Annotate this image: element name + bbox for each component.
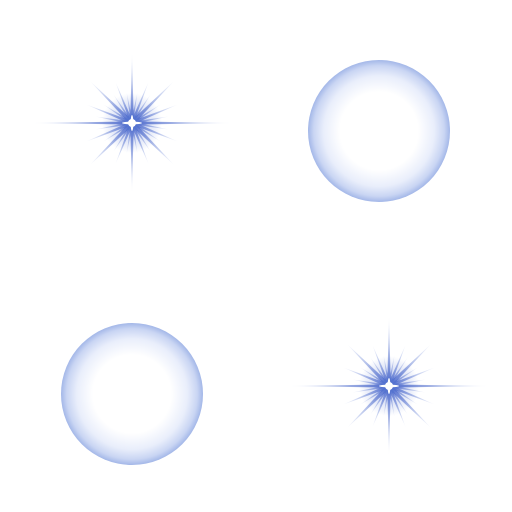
bubble-icon bbox=[61, 323, 203, 465]
bubble-icon bbox=[308, 60, 450, 202]
